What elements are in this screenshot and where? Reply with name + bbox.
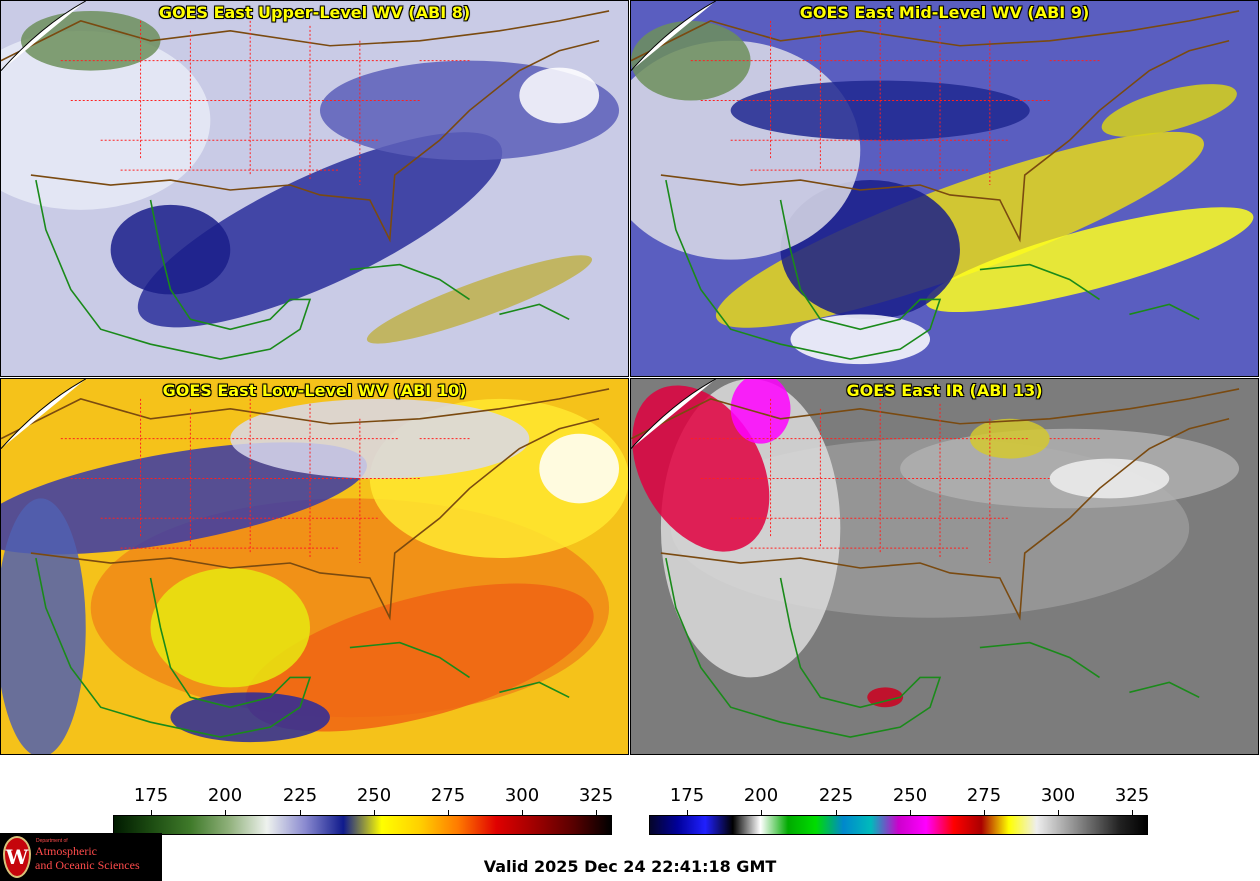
- uw-crest-icon: W: [3, 836, 31, 878]
- tick-label: 200: [207, 785, 243, 806]
- ir-colorbar: 175 200 225 250 275 300 325: [649, 785, 1150, 835]
- panel-title: GOES East Upper-Level WV (ABI 8): [158, 3, 471, 22]
- tick-label: 200: [743, 785, 779, 806]
- tick-label: 225: [282, 785, 318, 806]
- ir-image: [631, 379, 1258, 754]
- wv-colorbar-gradient: [113, 815, 612, 835]
- tick-label: 175: [133, 785, 169, 806]
- panel-title: GOES East Low-Level WV (ABI 10): [162, 381, 467, 400]
- ir-panel: GOES East IR (ABI 13): [630, 378, 1259, 755]
- panel-title: GOES East IR (ABI 13): [846, 381, 1043, 400]
- tick-label: 250: [356, 785, 392, 806]
- mid-level-wv-image: [631, 1, 1258, 376]
- valid-time: Valid 2025 Dec 24 22:41:18 GMT: [483, 857, 777, 876]
- tick-label: 250: [892, 785, 928, 806]
- tick-label: 275: [966, 785, 1002, 806]
- logo-line2: and Oceanic Sciences: [35, 858, 140, 872]
- tick-label: 325: [578, 785, 614, 806]
- logo-dept-text: Department of: [36, 838, 68, 844]
- tick-label: 300: [1040, 785, 1076, 806]
- aos-logo: W Department of Atmospheric and Oceanic …: [0, 833, 162, 881]
- tick-label: 325: [1114, 785, 1150, 806]
- tick-label: 275: [430, 785, 466, 806]
- tick-label: 175: [669, 785, 705, 806]
- panel-title: GOES East Mid-Level WV (ABI 9): [799, 3, 1090, 22]
- upper-level-wv-image: [1, 1, 628, 376]
- low-level-wv-image: [1, 379, 628, 754]
- wv-colorbar: 175 200 225 250 275 300 325: [113, 785, 614, 835]
- upper-level-wv-panel: GOES East Upper-Level WV (ABI 8): [0, 0, 629, 377]
- mid-level-wv-panel: GOES East Mid-Level WV (ABI 9): [630, 0, 1259, 377]
- low-level-wv-panel: GOES East Low-Level WV (ABI 10): [0, 378, 629, 755]
- logo-line1: Atmospheric: [35, 844, 97, 858]
- tick-label: 225: [818, 785, 854, 806]
- tick-label: 300: [504, 785, 540, 806]
- ir-colorbar-gradient: [649, 815, 1148, 835]
